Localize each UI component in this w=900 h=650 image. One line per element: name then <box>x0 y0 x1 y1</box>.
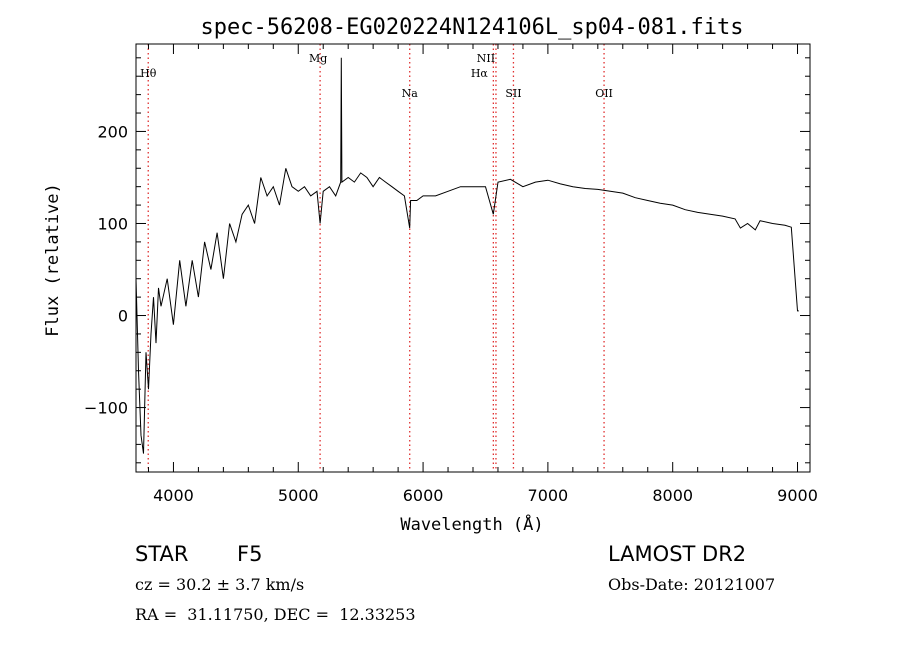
y-tick-label: 200 <box>97 122 128 141</box>
x-tick-label: 6000 <box>403 486 444 505</box>
observation-date: Obs-Date: 20121007 <box>608 575 776 594</box>
y-tick-label: 0 <box>118 307 128 326</box>
object-class: STAR <box>135 542 189 566</box>
spectral-line-label: SII <box>505 87 521 100</box>
survey-name: LAMOST DR2 <box>608 542 747 566</box>
plot-area: Hθ Mg Na Hα NII SII OII <box>135 44 799 472</box>
y-tick-label: 100 <box>97 214 128 233</box>
x-tick-label: 4000 <box>153 486 194 505</box>
axes: 4000 5000 6000 7000 8000 9000 −100 0 100 200 <box>84 43 818 505</box>
x-tick-label: 5000 <box>278 486 319 505</box>
x-axis-label: Wavelength (Å) <box>400 513 543 535</box>
x-tick-label: 8000 <box>652 486 693 505</box>
y-tick-label: −100 <box>84 399 128 418</box>
spectral-line-label: Na <box>402 87 419 100</box>
spectral-line-label: Mg <box>309 52 327 65</box>
redshift-velocity: cz = 30.2 ± 3.7 km/s <box>135 575 305 594</box>
spectrum-line <box>135 57 799 454</box>
spectral-line-label: OII <box>595 87 613 100</box>
spectral-line-label: Hθ <box>140 67 157 80</box>
spectral-line-label: Hα <box>471 67 489 80</box>
plot-frame <box>135 43 811 473</box>
x-tick-label: 7000 <box>528 486 569 505</box>
y-axis-label: Flux (relative) <box>43 183 63 337</box>
coordinates: RA = 31.11750, DEC = 12.33253 <box>135 605 416 624</box>
spectral-line-label: NII <box>477 52 495 65</box>
object-subclass: F5 <box>237 542 263 566</box>
chart-title: spec-56208-EG020224N124106L_sp04-081.fit… <box>200 15 743 40</box>
x-tick-label: 9000 <box>777 486 818 505</box>
